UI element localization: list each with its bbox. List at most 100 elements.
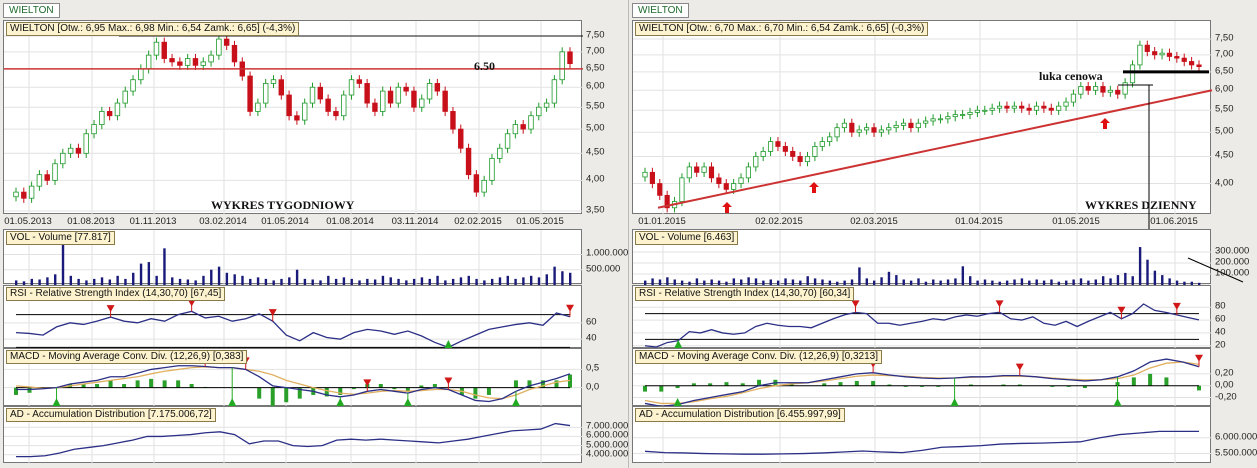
candle-up <box>301 102 308 121</box>
candle-down <box>849 122 855 133</box>
candle-down <box>161 41 167 59</box>
volume-bar <box>288 277 291 285</box>
macd-histogram-bar <box>724 382 729 386</box>
candle-down <box>231 44 238 63</box>
volume-bar <box>233 274 236 285</box>
volume-bar <box>405 280 408 285</box>
candle-up <box>138 68 144 81</box>
macd-histogram-bar <box>1197 385 1201 391</box>
ad-tick-label: 6.000.000 <box>586 429 629 441</box>
macd-histogram-bar <box>1131 377 1136 386</box>
macd-histogram-bar <box>708 383 713 386</box>
macd-histogram-bar <box>1001 384 1006 386</box>
buy-signal-icon <box>674 340 683 348</box>
volume-bar <box>77 278 80 285</box>
candle-up <box>701 166 707 173</box>
candle-up <box>497 147 503 159</box>
candle-down <box>465 147 472 176</box>
volume-bar <box>732 278 736 285</box>
volume-bar <box>272 280 275 285</box>
volume-bar <box>124 278 127 285</box>
buy-signal-icon <box>336 398 345 406</box>
macd-histogram-bar <box>1066 385 1071 387</box>
macd-histogram-bar <box>122 384 127 388</box>
candle-down <box>169 58 175 63</box>
candle-down <box>1048 107 1054 111</box>
macd-pane[interactable]: MACD - Moving Average Conv. Div. (12,26,… <box>632 348 1212 408</box>
ad-pane[interactable]: AD - Accumulation Distribution [7.175.00… <box>3 406 583 464</box>
macd-histogram-bar <box>936 385 941 387</box>
volume-bar <box>210 269 213 285</box>
date-tick-label: 02.03.2015 <box>850 216 898 227</box>
macd-histogram-bar <box>691 383 696 386</box>
candle-up <box>753 156 759 168</box>
price-tick-label: 6,00 <box>1215 83 1234 95</box>
date-tick-label: 01.01.2015 <box>638 216 686 227</box>
candle-up <box>1033 105 1040 111</box>
candle-down <box>1189 61 1195 66</box>
candle-up <box>122 90 128 104</box>
candle-up <box>930 118 936 122</box>
volume-bar <box>644 280 647 285</box>
buy-signal-icon <box>228 398 237 406</box>
price-pane[interactable]: WIELTON [Otw.: 6,95 Max.: 6,98 Min.: 6,5… <box>3 20 583 215</box>
price-tick-label: 6,50 <box>1215 65 1234 77</box>
volume-bar <box>350 278 353 285</box>
rsi-pane[interactable]: RSI - Relative Strength Index (14,30,70)… <box>632 285 1212 349</box>
macd-histogram-bar <box>1017 384 1022 386</box>
volume-legend: VOL - Volume [6.463] <box>635 231 739 245</box>
volume-bar <box>319 280 322 285</box>
sell-signal-icon <box>106 305 115 313</box>
candle-down <box>278 79 285 96</box>
candle-up <box>945 116 951 120</box>
ad-pane[interactable]: AD - Accumulation Distribution [6.455.99… <box>632 406 1212 464</box>
date-tick-label: 01.05.2013 <box>4 216 52 227</box>
sell-signal-icon <box>566 304 574 312</box>
weekly-chart-window: WIELTON WIELTON [Otw.: 6,95 Max.: 6,98 M… <box>0 0 628 468</box>
volume-pane[interactable]: VOL - Volume [6.463] <box>632 229 1244 285</box>
candle-up <box>504 133 511 149</box>
volume-bar <box>762 280 765 285</box>
candle-down <box>871 127 877 133</box>
volume-bar <box>186 279 190 285</box>
up-arrow-icon <box>809 182 819 193</box>
price-tick-label: 7,00 <box>1215 48 1234 60</box>
candle-down <box>364 83 370 104</box>
rsi-tick-label: 80 <box>1215 300 1226 312</box>
macd-pane[interactable]: MACD - Moving Average Conv. Div. (12,26,… <box>3 348 583 410</box>
rsi-pane[interactable]: RSI - Relative Strength Index (14,30,70)… <box>3 285 583 349</box>
volume-bar <box>939 280 942 285</box>
volume-bar <box>1116 275 1120 285</box>
volume-bar <box>483 280 486 285</box>
candle-up <box>864 127 870 131</box>
volume-bar <box>256 277 260 285</box>
candle-up <box>216 38 222 56</box>
symbol-tab[interactable]: WIELTON <box>632 3 689 18</box>
candle-down <box>450 111 456 130</box>
candle-up <box>856 129 862 133</box>
volume-bar <box>295 269 299 285</box>
macd-histogram-bar <box>108 380 113 388</box>
candle-up <box>1078 86 1084 95</box>
volume-bar <box>680 280 684 285</box>
price-tick-label: 4,50 <box>586 146 605 158</box>
candle-up <box>952 114 958 118</box>
candle-down <box>442 90 448 112</box>
macd-histogram-bar <box>162 380 167 388</box>
volume-bar <box>1109 278 1112 285</box>
volume-bar <box>147 262 151 285</box>
volume-bar <box>895 275 898 285</box>
candle-up <box>967 111 973 115</box>
macd-histogram-bar <box>297 387 302 399</box>
price-tick-label: 7,50 <box>586 29 605 41</box>
symbol-tab[interactable]: WIELTON <box>3 3 60 18</box>
price-pane[interactable]: WIELTON [Otw.: 6,70 Max.: 6,70 Min.: 6,5… <box>632 20 1213 271</box>
macd-histogram-bar <box>473 387 478 399</box>
sell-signal-icon <box>187 299 196 307</box>
volume-bar <box>444 280 447 285</box>
volume-bar <box>202 275 205 285</box>
date-tick-label: 01.08.2014 <box>326 216 374 227</box>
candle-down <box>649 171 655 184</box>
buy-signal-icon <box>950 398 959 406</box>
volume-pane[interactable]: VOL - Volume [77.817] <box>3 229 583 285</box>
